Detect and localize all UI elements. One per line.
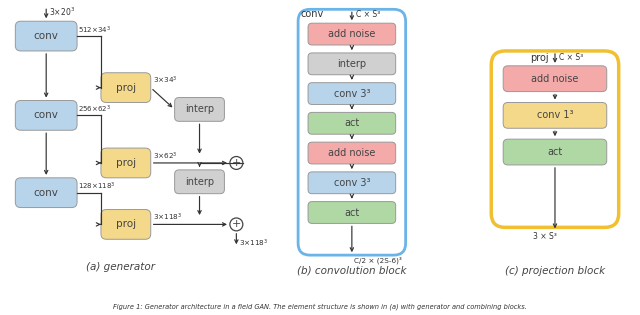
Text: 3 × S³: 3 × S³ bbox=[533, 232, 557, 241]
Text: add noise: add noise bbox=[328, 29, 376, 39]
FancyBboxPatch shape bbox=[308, 83, 396, 105]
Text: add noise: add noise bbox=[328, 148, 376, 158]
Text: Figure 1: Generator architecture in a field GAN. The element structure is shown : Figure 1: Generator architecture in a fi… bbox=[113, 303, 527, 310]
Text: act: act bbox=[547, 147, 563, 157]
Text: act: act bbox=[344, 208, 360, 218]
Text: conv 1³: conv 1³ bbox=[537, 110, 573, 120]
Text: conv: conv bbox=[301, 9, 324, 19]
Text: +: + bbox=[232, 158, 241, 168]
FancyBboxPatch shape bbox=[15, 100, 77, 130]
FancyBboxPatch shape bbox=[15, 21, 77, 51]
Text: conv 3³: conv 3³ bbox=[333, 178, 370, 188]
Text: conv 3³: conv 3³ bbox=[333, 89, 370, 99]
FancyBboxPatch shape bbox=[503, 66, 607, 92]
Text: 3×118$^3$: 3×118$^3$ bbox=[153, 212, 182, 223]
FancyBboxPatch shape bbox=[101, 73, 151, 102]
Text: interp: interp bbox=[185, 177, 214, 187]
Text: 3×62$^3$: 3×62$^3$ bbox=[153, 150, 177, 162]
Text: 3×34$^3$: 3×34$^3$ bbox=[153, 75, 177, 86]
Text: add noise: add noise bbox=[531, 74, 579, 84]
Text: 3×118$^3$: 3×118$^3$ bbox=[239, 238, 269, 249]
Text: (a) generator: (a) generator bbox=[86, 262, 156, 272]
FancyBboxPatch shape bbox=[503, 139, 607, 165]
FancyBboxPatch shape bbox=[308, 202, 396, 223]
Text: 128×118$^3$: 128×118$^3$ bbox=[78, 181, 115, 192]
Text: 256×62$^3$: 256×62$^3$ bbox=[78, 104, 111, 115]
FancyBboxPatch shape bbox=[175, 98, 225, 121]
Text: proj: proj bbox=[116, 83, 136, 93]
Text: conv: conv bbox=[34, 31, 59, 41]
FancyBboxPatch shape bbox=[175, 170, 225, 194]
Text: C × S³: C × S³ bbox=[356, 10, 380, 19]
Text: 512×34$^3$: 512×34$^3$ bbox=[78, 25, 111, 36]
Text: C/2 × (2S-6)³: C/2 × (2S-6)³ bbox=[354, 256, 402, 264]
Text: conv: conv bbox=[34, 110, 59, 120]
Text: interp: interp bbox=[337, 59, 367, 69]
Text: conv: conv bbox=[34, 188, 59, 198]
FancyBboxPatch shape bbox=[308, 112, 396, 134]
FancyBboxPatch shape bbox=[308, 53, 396, 75]
FancyBboxPatch shape bbox=[101, 209, 151, 239]
FancyBboxPatch shape bbox=[308, 23, 396, 45]
Text: (b) convolution block: (b) convolution block bbox=[297, 266, 406, 276]
Text: interp: interp bbox=[185, 105, 214, 114]
FancyBboxPatch shape bbox=[308, 172, 396, 194]
Text: (c) projection block: (c) projection block bbox=[505, 266, 605, 276]
FancyBboxPatch shape bbox=[308, 142, 396, 164]
Text: proj: proj bbox=[116, 158, 136, 168]
Text: C × S³: C × S³ bbox=[559, 53, 583, 62]
FancyBboxPatch shape bbox=[101, 148, 151, 178]
Text: proj: proj bbox=[116, 220, 136, 229]
FancyBboxPatch shape bbox=[503, 102, 607, 128]
Text: 3×20$^3$: 3×20$^3$ bbox=[49, 6, 76, 19]
Text: +: + bbox=[232, 220, 241, 229]
FancyBboxPatch shape bbox=[15, 178, 77, 208]
Text: act: act bbox=[344, 118, 360, 128]
Text: proj: proj bbox=[531, 53, 549, 63]
